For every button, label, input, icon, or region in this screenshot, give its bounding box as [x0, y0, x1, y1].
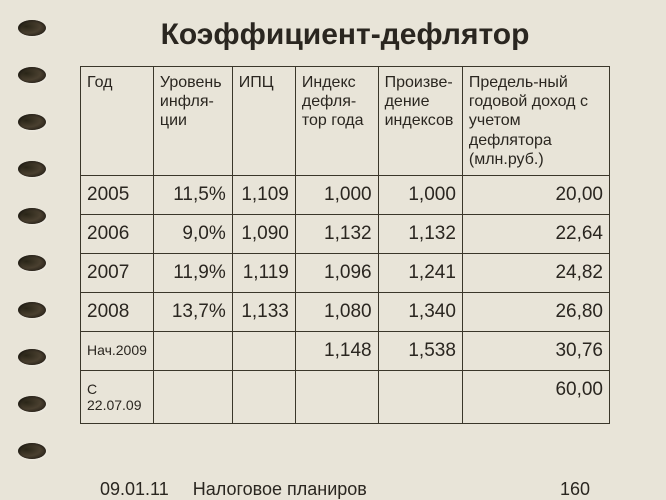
table-cell — [232, 331, 295, 370]
table-cell: 1,132 — [295, 214, 378, 253]
table-cell: 2006 — [81, 214, 154, 253]
table-cell — [153, 331, 232, 370]
column-header: Предель-ный годовой доход с учетом дефля… — [462, 67, 609, 176]
table-row: Нач.2009 1,1481,53830,76 — [81, 331, 610, 370]
table-row: С 22.07.09 60,00 — [81, 370, 610, 423]
binder-hole — [18, 161, 46, 177]
table-cell: 1,096 — [295, 253, 378, 292]
page-title: Коэффициент-дефлятор — [80, 18, 610, 52]
binder-hole — [18, 443, 46, 459]
table-cell: С 22.07.09 — [81, 370, 154, 423]
table-row: 20069,0%1,0901,1321,13222,64 — [81, 214, 610, 253]
table-cell: 1,119 — [232, 253, 295, 292]
table-cell — [232, 370, 295, 423]
table-cell: 11,9% — [153, 253, 232, 292]
table-cell: 2007 — [81, 253, 154, 292]
table-cell: 2008 — [81, 292, 154, 331]
table-cell: 1,090 — [232, 214, 295, 253]
binder-hole — [18, 396, 46, 412]
table-cell: Нач.2009 — [81, 331, 154, 370]
table-cell: 20,00 — [462, 175, 609, 214]
table-cell: 1,080 — [295, 292, 378, 331]
binder-holes — [18, 20, 46, 459]
column-header: Год — [81, 67, 154, 176]
table-cell: 30,76 — [462, 331, 609, 370]
table-cell: 1,000 — [295, 175, 378, 214]
deflator-table: ГодУровень инфля-цииИПЦИндекс дефля-тор … — [80, 66, 610, 424]
binder-hole — [18, 114, 46, 130]
table-cell: 22,64 — [462, 214, 609, 253]
table-cell: 2005 — [81, 175, 154, 214]
table-header-row: ГодУровень инфля-цииИПЦИндекс дефля-тор … — [81, 67, 610, 176]
table-cell: 1,538 — [378, 331, 462, 370]
table-cell — [153, 370, 232, 423]
binder-hole — [18, 255, 46, 271]
binder-hole — [18, 20, 46, 36]
table-cell: 26,80 — [462, 292, 609, 331]
footer-text: Налоговое планиров — [193, 479, 367, 500]
binder-hole — [18, 67, 46, 83]
column-header: Произве-дение индексов — [378, 67, 462, 176]
column-header: ИПЦ — [232, 67, 295, 176]
table-cell — [295, 370, 378, 423]
table-row: 200711,9%1,1191,0961,24124,82 — [81, 253, 610, 292]
table-cell: 13,7% — [153, 292, 232, 331]
table-cell: 1,241 — [378, 253, 462, 292]
table-cell: 24,82 — [462, 253, 609, 292]
column-header: Уровень инфля-ции — [153, 67, 232, 176]
table-cell: 9,0% — [153, 214, 232, 253]
table-row: 200511,5%1,1091,0001,00020,00 — [81, 175, 610, 214]
binder-hole — [18, 302, 46, 318]
table-cell: 60,00 — [462, 370, 609, 423]
table-cell: 1,109 — [232, 175, 295, 214]
binder-hole — [18, 349, 46, 365]
table-cell: 11,5% — [153, 175, 232, 214]
footer-page-number: 160 — [560, 479, 590, 500]
table-cell: 1,340 — [378, 292, 462, 331]
page-footer: 09.01.11 Налоговое планиров 160 — [100, 479, 620, 500]
page-content: Коэффициент-дефлятор ГодУровень инфля-ци… — [60, 0, 630, 500]
footer-date: 09.01.11 — [100, 479, 169, 500]
table-cell: 1,148 — [295, 331, 378, 370]
table-cell: 1,132 — [378, 214, 462, 253]
table-cell: 1,133 — [232, 292, 295, 331]
table-row: 200813,7%1,1331,0801,34026,80 — [81, 292, 610, 331]
table-cell — [378, 370, 462, 423]
binder-hole — [18, 208, 46, 224]
table-cell: 1,000 — [378, 175, 462, 214]
column-header: Индекс дефля-тор года — [295, 67, 378, 176]
